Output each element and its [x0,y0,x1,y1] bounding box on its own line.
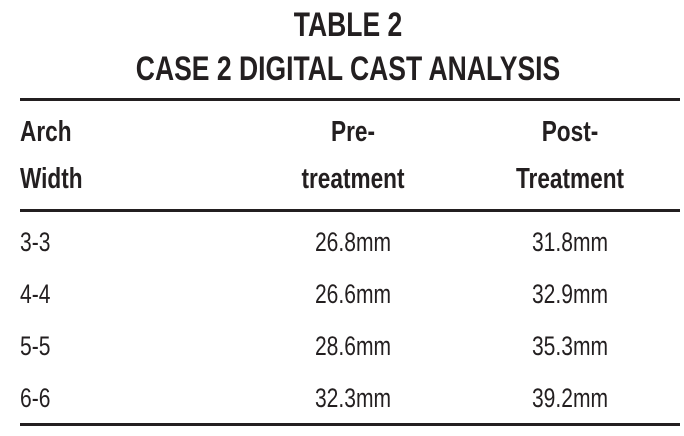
cell: 31.8mm [531,227,609,257]
cell: 3-3 [20,227,51,257]
cell: 32.3mm [314,383,392,413]
header-cell: Post- [541,116,599,148]
header-cell: treatment [301,163,405,195]
cell: 26.6mm [314,279,392,309]
header-cell: Treatment [515,163,625,195]
cell: 6-6 [20,383,51,413]
header-cell: Arch [20,116,72,148]
header-cell: Pre- [330,116,376,148]
cell: 28.6mm [314,331,392,361]
title: CASE 2 DIGITAL CAST ANALYSIS [135,50,561,88]
cell: 4-4 [20,279,51,309]
header-cell: Width [20,163,83,195]
rule [20,423,680,426]
cell: 35.3mm [531,331,609,361]
cell: 5-5 [20,331,51,361]
cell: 26.8mm [314,227,392,257]
cell: 32.9mm [531,279,609,309]
title: TABLE 2 [293,6,403,44]
rule [20,98,680,101]
cell: 39.2mm [531,383,609,413]
rule [20,209,680,212]
